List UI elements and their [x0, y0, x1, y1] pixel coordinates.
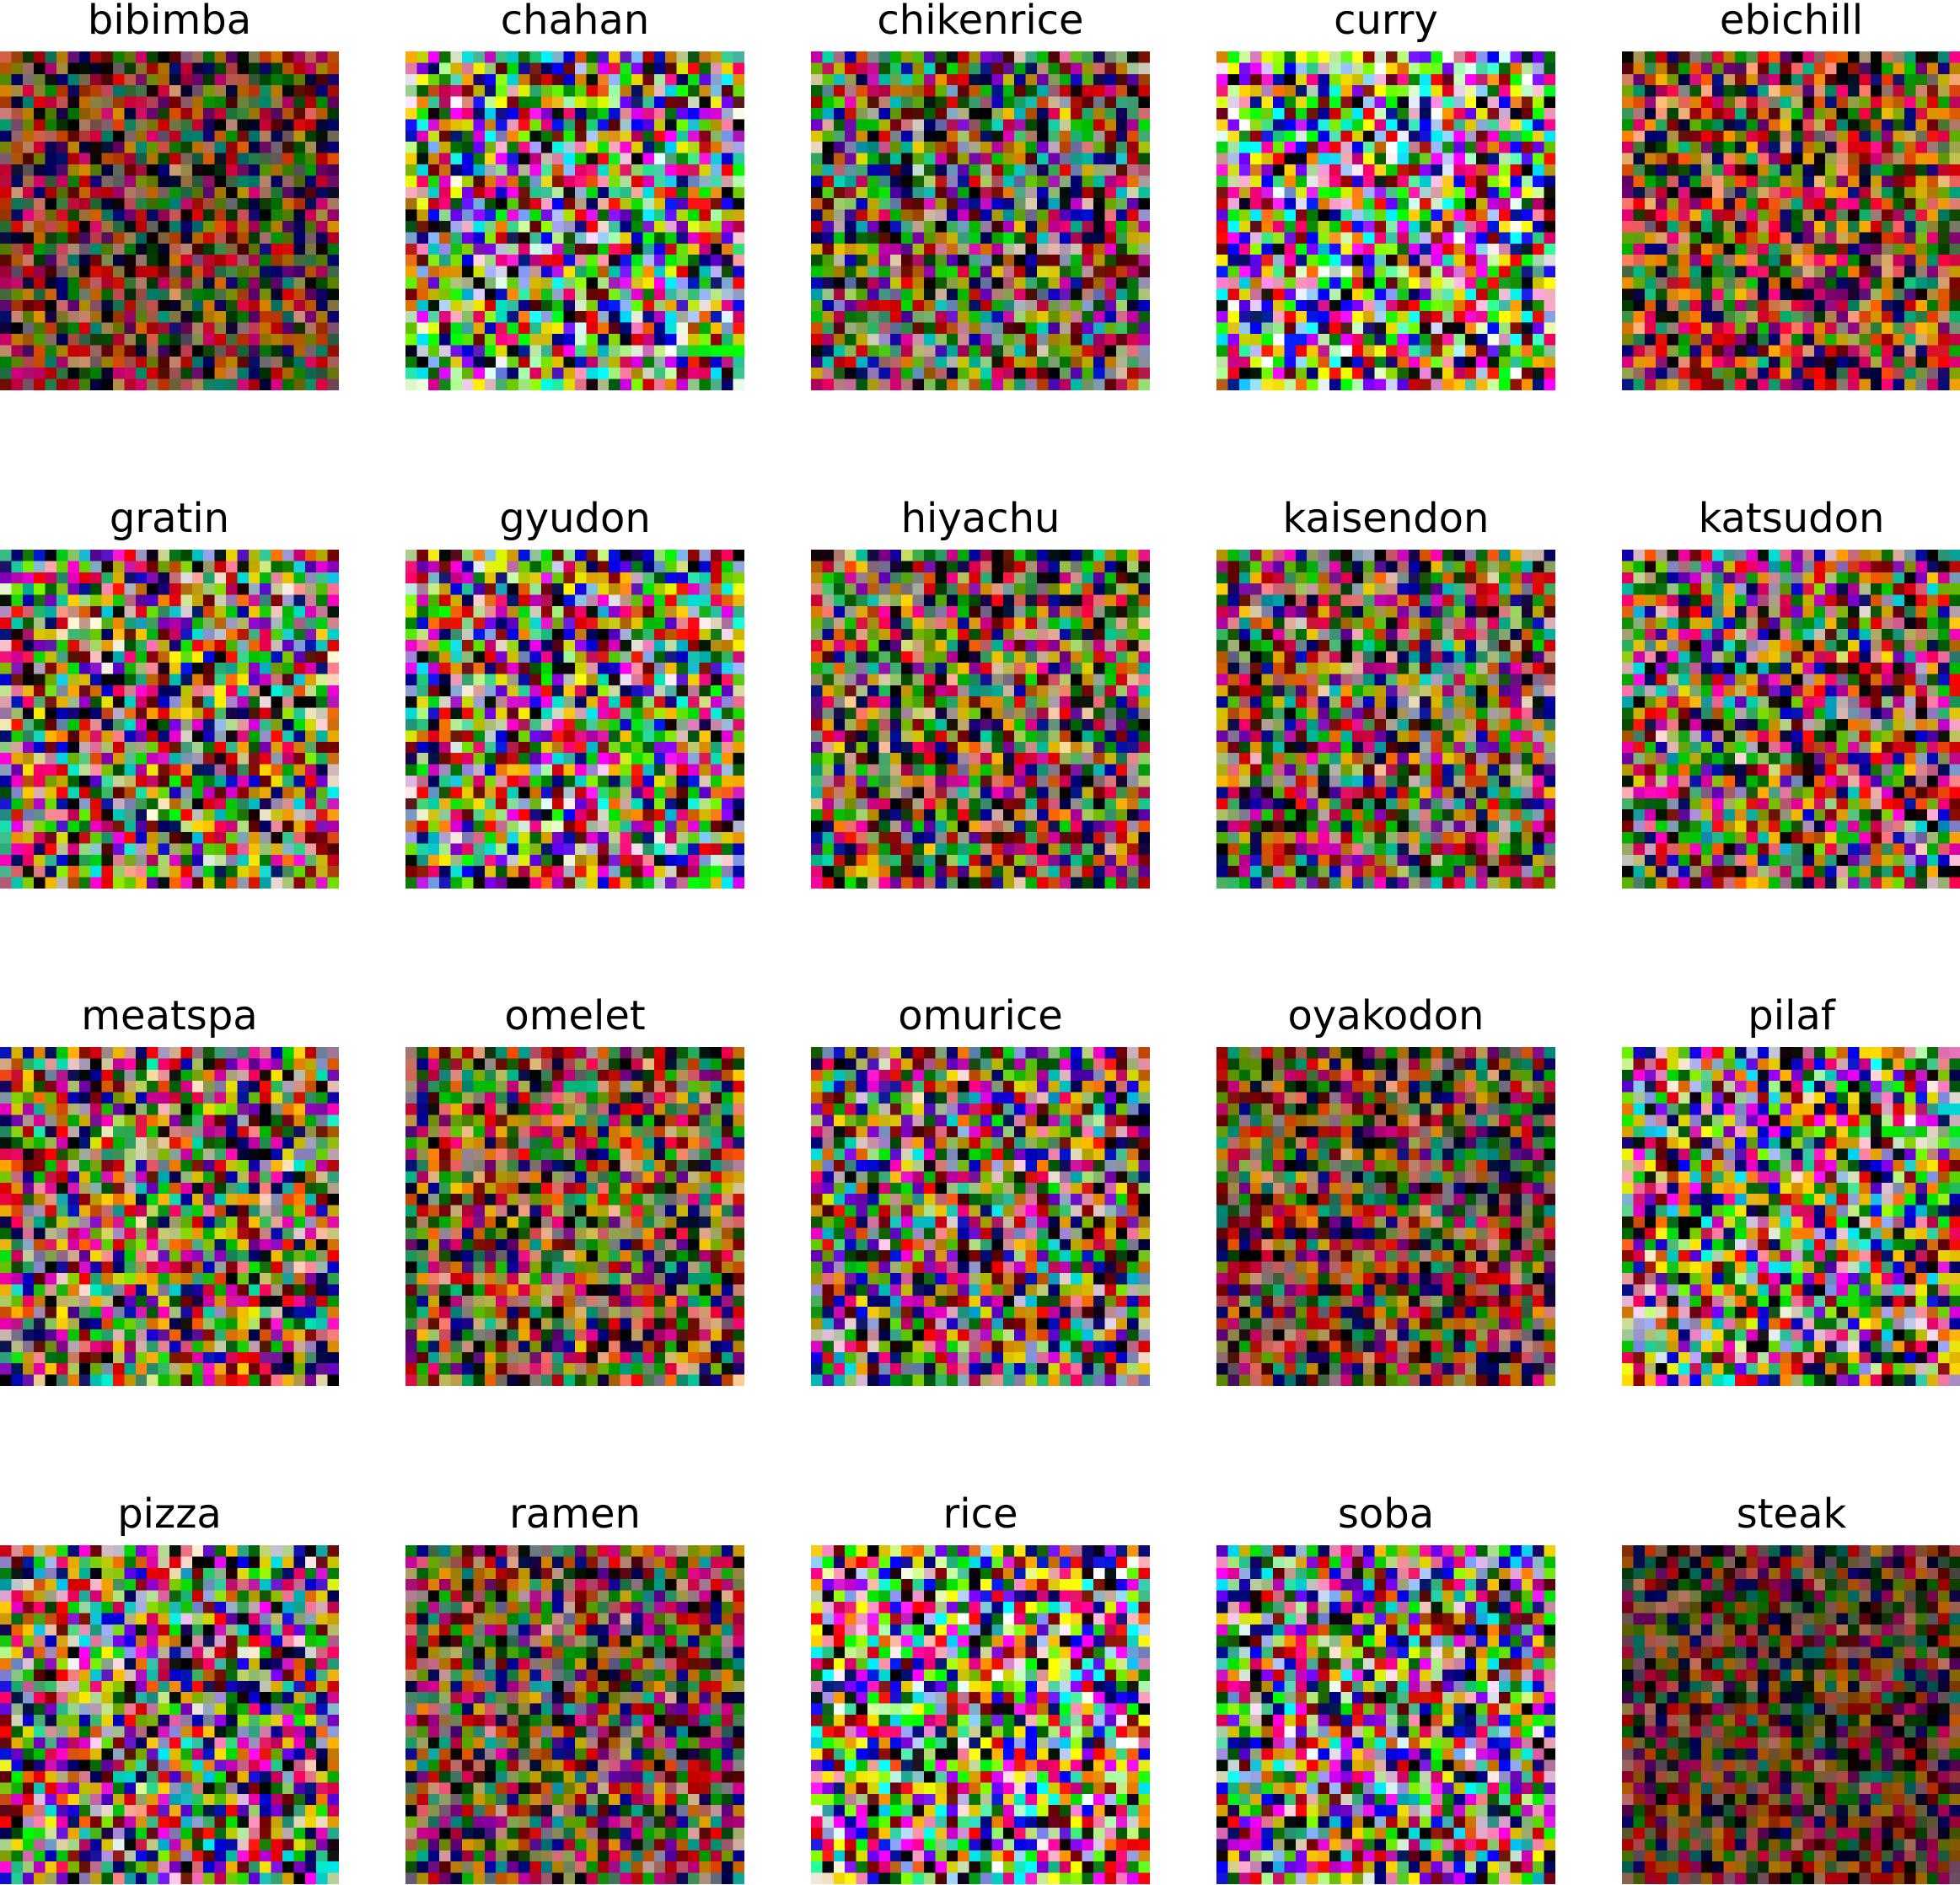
panel-title: ebichill	[1719, 0, 1864, 44]
panel-title: chikenrice	[877, 0, 1084, 44]
panel-title: rice	[942, 1490, 1018, 1538]
panel-title: pizza	[117, 1490, 222, 1538]
noise-image	[811, 1047, 1150, 1386]
panel-title: omelet	[504, 992, 646, 1039]
panel-title: gratin	[109, 495, 230, 542]
noise-image	[0, 1545, 339, 1884]
noise-image	[0, 51, 339, 390]
panel-title: gyudon	[499, 495, 651, 542]
panel-title: hiyachu	[900, 495, 1061, 542]
noise-image	[811, 1545, 1150, 1884]
panel-title: katsudon	[1698, 495, 1885, 542]
panel-title: meatspa	[81, 992, 258, 1039]
panel-title: steak	[1736, 1490, 1847, 1538]
panel-title: curry	[1334, 0, 1438, 44]
noise-image	[1622, 51, 1960, 390]
noise-image	[1216, 550, 1555, 889]
panel-title: soba	[1337, 1490, 1435, 1538]
noise-image	[811, 51, 1150, 390]
noise-image	[811, 550, 1150, 889]
noise-image	[1622, 1545, 1960, 1884]
noise-image	[1622, 550, 1960, 889]
noise-image	[405, 550, 744, 889]
panel-title: kaisendon	[1282, 495, 1490, 542]
noise-image	[1216, 1545, 1555, 1884]
noise-image	[1622, 1047, 1960, 1386]
panel-title: oyakodon	[1287, 992, 1485, 1039]
noise-image	[405, 1047, 744, 1386]
noise-image	[0, 550, 339, 889]
noise-image	[0, 1047, 339, 1386]
panel-title: pilaf	[1748, 992, 1835, 1039]
panel-title: omurice	[898, 992, 1063, 1039]
panel-title: ramen	[509, 1490, 641, 1538]
panel-title: chahan	[500, 0, 650, 44]
noise-image	[405, 1545, 744, 1884]
noise-image	[1216, 1047, 1555, 1386]
panel-title: bibimba	[87, 0, 252, 44]
noise-image	[1216, 51, 1555, 390]
noise-image	[405, 51, 744, 390]
